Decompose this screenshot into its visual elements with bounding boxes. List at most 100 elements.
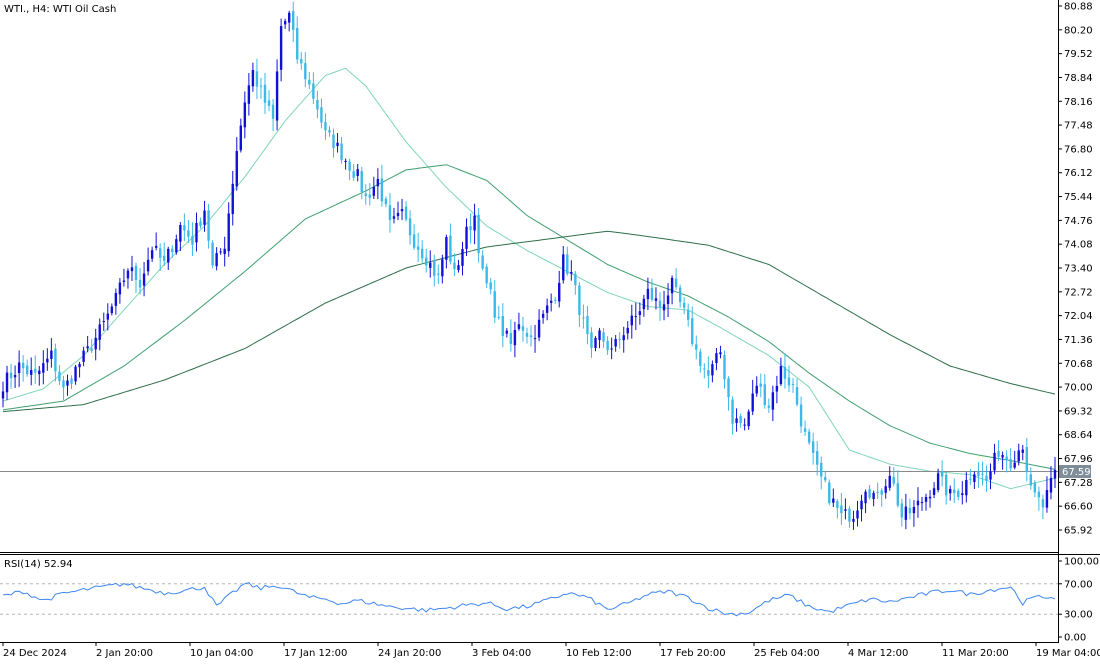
candle: [247, 73, 251, 116]
candle: [1045, 476, 1049, 513]
candle: [936, 468, 940, 493]
candle: [521, 316, 525, 342]
candle: [940, 460, 944, 487]
candle: [1021, 445, 1024, 461]
candle: [900, 498, 904, 527]
candle: [98, 318, 101, 351]
candle: [58, 365, 61, 385]
candle: [578, 282, 581, 327]
candle: [485, 263, 488, 289]
candle: [340, 136, 343, 164]
candle: [783, 353, 787, 389]
candle: [86, 336, 89, 353]
candle: [287, 10, 291, 32]
candle: [154, 232, 158, 251]
candle: [598, 327, 601, 349]
candle: [739, 413, 742, 428]
candle: [630, 304, 633, 339]
price-plot-area[interactable]: [0, 1, 1058, 530]
candle: [949, 485, 952, 501]
candle: [126, 268, 130, 289]
candle: [352, 163, 355, 181]
time-tick-label: 10 Feb 12:00: [566, 648, 632, 659]
candle: [1005, 450, 1008, 473]
candle: [392, 207, 396, 224]
candle: [715, 347, 718, 371]
candle: [884, 479, 887, 499]
candle: [650, 278, 654, 302]
candle: [699, 348, 702, 373]
candle: [876, 482, 879, 499]
price-tick-label: 69.32: [1064, 406, 1093, 417]
candle: [90, 338, 93, 353]
candle: [799, 396, 803, 433]
candle: [292, 1, 295, 43]
candle: [1009, 448, 1012, 472]
candle: [78, 361, 81, 378]
price-tick-label: 68.64: [1064, 430, 1093, 441]
candle: [747, 409, 750, 430]
candle: [21, 355, 25, 382]
price-tick-label: 76.12: [1064, 168, 1093, 179]
candle: [703, 363, 706, 379]
candle: [723, 350, 726, 389]
candle: [654, 287, 658, 310]
candle: [533, 324, 537, 353]
candle: [811, 432, 815, 465]
candle: [171, 245, 174, 258]
candle: [912, 500, 916, 527]
candle: [727, 376, 730, 411]
price-tick-label: 80.88: [1064, 2, 1093, 13]
candle: [344, 158, 347, 170]
candle: [856, 500, 859, 527]
candle: [880, 488, 883, 507]
rsi-tick-label: 0.00: [1064, 633, 1086, 644]
candle: [348, 158, 351, 181]
rsi-line: [2, 582, 1056, 617]
candle: [626, 321, 629, 340]
current-price-label: 67.59: [1062, 467, 1091, 478]
candle: [114, 288, 118, 315]
candle: [719, 345, 722, 359]
moving-average-line-1: [2, 67, 1056, 490]
time-tick-label: 24 Jan 20:00: [378, 648, 441, 659]
candle: [872, 490, 875, 507]
candle: [682, 297, 686, 315]
candle: [973, 471, 976, 490]
candle: [691, 306, 694, 347]
candle: [360, 166, 363, 199]
candle: [642, 294, 646, 317]
candle: [207, 203, 210, 249]
candle: [932, 482, 936, 499]
candle: [408, 210, 412, 245]
candle: [271, 98, 275, 132]
candle: [687, 303, 690, 327]
candle: [304, 52, 307, 88]
candle: [820, 456, 823, 490]
candle: [296, 16, 299, 64]
candle: [5, 365, 9, 401]
current-price-badge: 67.59: [1059, 465, 1091, 479]
candle: [1013, 450, 1016, 470]
time-tick-label: 19 Mar 04:00: [1036, 648, 1100, 659]
candle: [70, 375, 73, 390]
candle: [300, 51, 303, 70]
candle: [896, 470, 900, 508]
candle: [997, 440, 1000, 462]
candle: [944, 472, 948, 505]
time-tick-label: 24 Dec 2024: [3, 648, 67, 659]
candle: [336, 133, 339, 153]
rsi-tick-label: 30.00: [1064, 610, 1093, 621]
candle: [953, 478, 956, 504]
rsi-plot-area[interactable]: [0, 582, 1058, 617]
price-tick-label: 72.04: [1064, 311, 1093, 322]
time-tick-label: 17 Jan 12:00: [284, 648, 347, 659]
candle: [497, 305, 500, 320]
candle: [493, 280, 496, 324]
candle: [763, 374, 766, 409]
candle: [1001, 451, 1004, 470]
candle: [231, 170, 234, 226]
candle: [25, 359, 29, 377]
